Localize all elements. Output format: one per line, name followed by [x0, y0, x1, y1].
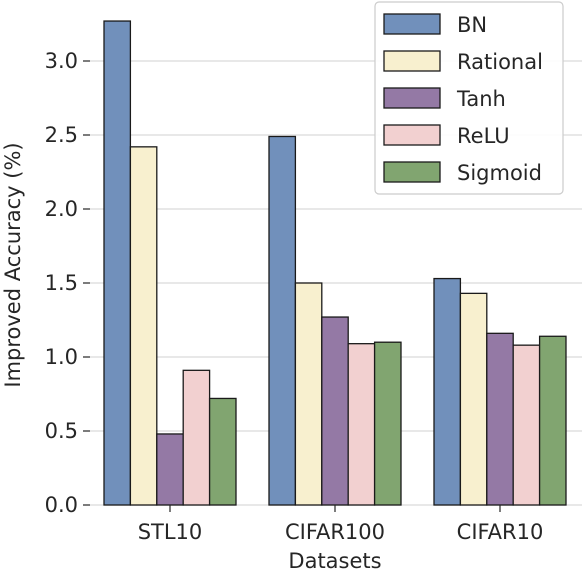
legend-swatch-rational	[383, 50, 441, 72]
legend-swatch-sigmoid	[383, 161, 441, 183]
y-tick-label: 0.0	[45, 493, 78, 517]
legend-label-bn: BN	[457, 13, 487, 37]
bar-relu-cifar100	[347, 343, 376, 506]
bar-bn-stl10	[103, 20, 132, 506]
y-tick-label: 3.0	[45, 49, 78, 73]
legend-frame	[374, 1, 564, 195]
bar-sigmoid-cifar100	[373, 341, 402, 506]
legend-swatch-tanh	[383, 87, 441, 109]
bar-bn-cifar100	[268, 135, 297, 506]
y-axis-title: Improved Accuracy (%)	[1, 142, 25, 387]
legend-swatch-relu	[383, 124, 441, 146]
legend-label-tanh: Tanh	[456, 87, 506, 111]
x-tick-label: CIFAR10	[457, 520, 544, 544]
legend-label-sigmoid: Sigmoid	[457, 161, 542, 185]
y-tick-label: 1.5	[45, 271, 78, 295]
x-tick-label: STL10	[138, 520, 203, 544]
axes: 0.0 0.5 1.0 1.5 2.0 2.5 3.0 STL10 CIFAR100 CIFAR1…	[45, 49, 544, 544]
bar-bn-cifar10	[433, 277, 462, 506]
bar-sigmoid-stl10	[208, 397, 237, 506]
legend-label-relu: ReLU	[457, 124, 510, 148]
bar-rational-cifar10	[459, 292, 488, 506]
bar-rational-stl10	[129, 146, 158, 506]
bars	[103, 20, 567, 506]
y-tick-label: 2.5	[45, 123, 78, 147]
legend-swatch-bn	[383, 13, 441, 35]
y-tick-label: 1.0	[45, 345, 78, 369]
bar-sigmoid-cifar10	[538, 335, 567, 506]
x-tick-label: CIFAR100	[285, 520, 385, 544]
bar-tanh-stl10	[156, 433, 184, 506]
legend: BN Rational Tanh ReLU Sigmoid	[374, 1, 564, 195]
y-tick-label: 2.0	[45, 197, 78, 221]
legend-label-rational: Rational	[457, 50, 543, 74]
x-axis-title: Datasets	[288, 549, 381, 572]
bar-tanh-cifar10	[486, 332, 514, 506]
bar-relu-stl10	[182, 369, 211, 506]
bar-tanh-cifar100	[321, 316, 349, 506]
bar-relu-cifar10	[512, 344, 541, 506]
bar-rational-cifar100	[294, 282, 323, 506]
y-tick-label: 0.5	[45, 419, 78, 443]
